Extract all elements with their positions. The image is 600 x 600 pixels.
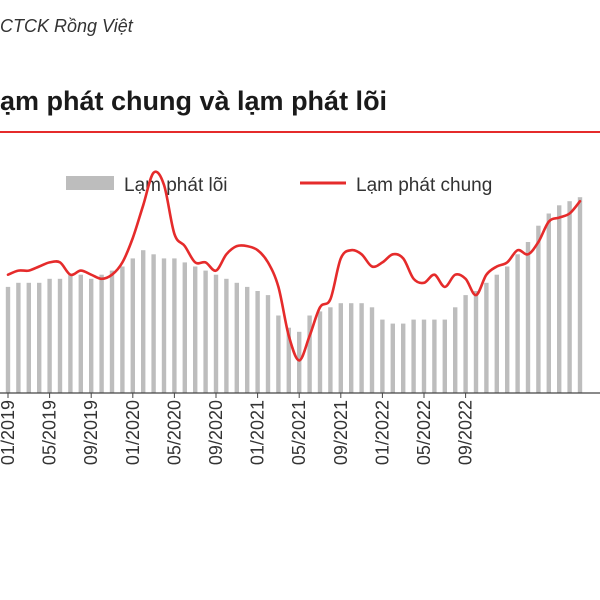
core-bar bbox=[525, 242, 531, 393]
x-axis-labels: 01/2019 05/2019 09/2019 01/2020 05/2020 09/20… bbox=[0, 400, 476, 465]
core-bar bbox=[255, 291, 260, 393]
core-bar bbox=[484, 282, 489, 393]
core-bar bbox=[328, 307, 333, 393]
core-bar bbox=[245, 286, 250, 393]
core-bar bbox=[224, 278, 229, 393]
core-bar bbox=[130, 258, 135, 393]
core-bar bbox=[286, 327, 291, 393]
core-bar bbox=[494, 274, 499, 393]
legend-label-core: Lạm phát lõi bbox=[124, 175, 228, 196]
x-tick-label: 09/2020 bbox=[206, 400, 226, 465]
core-bar bbox=[78, 274, 83, 393]
core-bar bbox=[536, 225, 541, 393]
core-bar bbox=[276, 315, 281, 393]
core-bar bbox=[432, 319, 437, 393]
core-bar bbox=[151, 254, 156, 393]
core-bar bbox=[297, 331, 302, 393]
core-bar bbox=[265, 295, 271, 393]
core-bar bbox=[99, 274, 104, 393]
core-bar bbox=[557, 205, 562, 393]
core-bars bbox=[5, 197, 583, 393]
core-bar bbox=[463, 295, 468, 393]
x-tick-label: 05/2020 bbox=[164, 400, 184, 465]
core-bar bbox=[390, 323, 395, 393]
x-tick-label: 09/2019 bbox=[81, 400, 101, 465]
core-bar bbox=[68, 274, 73, 393]
core-bar bbox=[505, 266, 510, 393]
legend-swatch-core bbox=[66, 176, 114, 190]
core-bar bbox=[401, 323, 406, 393]
x-tick-label: 01/2021 bbox=[248, 400, 268, 465]
core-bar bbox=[120, 266, 125, 393]
x-tick-label: 09/2022 bbox=[456, 400, 476, 465]
x-tick-label: 01/2020 bbox=[123, 400, 143, 465]
core-bar bbox=[338, 303, 343, 393]
core-bar bbox=[317, 311, 323, 393]
core-bar bbox=[47, 278, 52, 393]
core-bar bbox=[16, 282, 21, 393]
core-bar bbox=[442, 319, 447, 393]
core-bar bbox=[567, 201, 572, 393]
core-bar bbox=[213, 274, 219, 393]
core-bar bbox=[473, 291, 479, 393]
core-bar bbox=[182, 262, 187, 393]
x-tick-label: 01/2022 bbox=[372, 400, 392, 465]
legend: Lạm phát lõi Lạm phát chung bbox=[66, 175, 492, 196]
core-bar bbox=[57, 278, 63, 393]
core-bar bbox=[141, 250, 146, 393]
legend-label-headline: Lạm phát chung bbox=[356, 175, 492, 196]
core-bar bbox=[5, 286, 11, 393]
headline-line bbox=[6, 170, 582, 362]
core-bar bbox=[577, 197, 583, 393]
chart-title: ạm phát chung và lạm phát lõi bbox=[0, 86, 388, 116]
title-underline bbox=[0, 131, 600, 133]
core-bar bbox=[546, 213, 551, 393]
core-bar bbox=[193, 266, 198, 393]
core-bar bbox=[380, 319, 385, 393]
core-bar bbox=[421, 319, 427, 393]
core-bar bbox=[307, 315, 312, 393]
x-tick-label: 05/2022 bbox=[414, 400, 434, 465]
core-bar bbox=[359, 303, 364, 393]
core-bar bbox=[89, 278, 94, 393]
x-axis-ticks bbox=[7, 393, 467, 398]
x-tick-label: 05/2019 bbox=[40, 400, 60, 465]
core-bar bbox=[37, 282, 42, 393]
core-bar bbox=[26, 282, 31, 393]
core-bar bbox=[172, 258, 177, 393]
core-bar bbox=[411, 319, 416, 393]
x-tick-label: 09/2021 bbox=[331, 400, 351, 465]
core-bar bbox=[109, 270, 115, 393]
x-tick-label: 05/2021 bbox=[289, 400, 309, 465]
core-bar bbox=[161, 258, 167, 393]
core-bar bbox=[369, 307, 375, 393]
core-bar bbox=[453, 307, 458, 393]
core-bar bbox=[349, 303, 354, 393]
source-note: CTCK Rồng Việt bbox=[0, 16, 133, 36]
core-bar bbox=[203, 270, 208, 393]
x-tick-label: 01/2019 bbox=[0, 400, 18, 465]
core-bar bbox=[234, 282, 239, 393]
core-bar bbox=[515, 254, 520, 393]
